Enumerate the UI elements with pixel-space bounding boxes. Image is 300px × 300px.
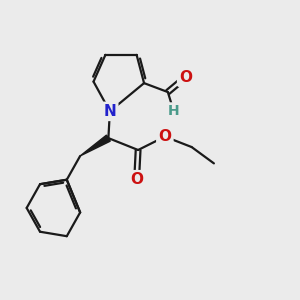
Text: N: N: [103, 104, 116, 119]
Text: H: H: [168, 104, 180, 118]
Text: O: O: [179, 70, 192, 85]
Polygon shape: [80, 135, 110, 156]
Text: O: O: [158, 129, 171, 144]
Text: O: O: [130, 172, 143, 187]
